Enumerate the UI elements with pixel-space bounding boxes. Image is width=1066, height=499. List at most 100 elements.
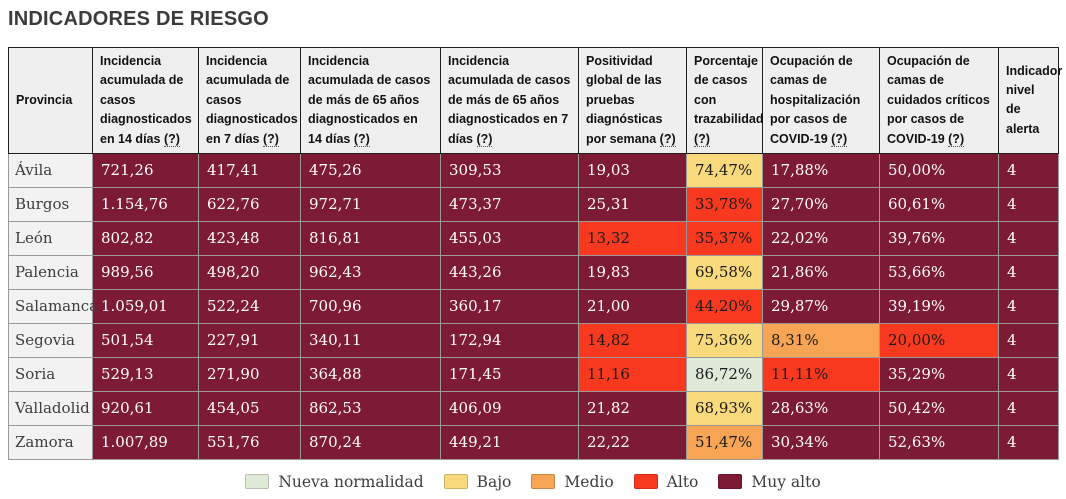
value-cell: 60,61%	[879, 186, 999, 222]
value-cell: 454,05	[198, 390, 301, 426]
legend-item: Muy alto	[718, 472, 821, 491]
help-link[interactable]: (?)	[659, 131, 676, 147]
value-cell: 74,47%	[686, 152, 763, 188]
value-cell: 1.007,89	[92, 424, 199, 460]
table-body: Ávila 721,26 417,41 475,26 309,53 19,03 74,47%…	[8, 152, 1059, 460]
value-cell: 69,58%	[686, 254, 763, 290]
value-cell: 920,61	[92, 390, 199, 426]
value-cell: 406,09	[440, 390, 579, 426]
column-header-1: Incidencia acumulada de casos diagnostic…	[198, 47, 301, 154]
value-cell: 522,24	[198, 288, 301, 324]
help-link[interactable]: (?)	[476, 131, 493, 147]
help-link[interactable]: (?)	[694, 131, 710, 147]
value-cell: 4	[998, 424, 1059, 460]
value-cell: 443,26	[440, 254, 579, 290]
value-cell: 39,19%	[879, 288, 999, 324]
help-link[interactable]: (?)	[948, 131, 965, 147]
value-cell: 53,66%	[879, 254, 999, 290]
value-cell: 171,45	[440, 356, 579, 392]
value-cell: 14,82	[578, 322, 687, 358]
value-cell: 86,72%	[686, 356, 763, 392]
value-cell: 27,70%	[762, 186, 880, 222]
column-header-label: Ocupación de camas de cuidados críticos …	[887, 54, 990, 146]
table-row: Soria 529,13 271,90 364,88 171,45 11,16 86,72%…	[8, 356, 1059, 392]
value-cell: 455,03	[440, 220, 579, 256]
table-row: Zamora 1.007,89 551,76 870,24 449,21 22,22 51,…	[8, 424, 1059, 460]
value-cell: 529,13	[92, 356, 199, 392]
column-header-label: Indicador nivel de alerta	[1006, 63, 1063, 136]
column-header-7: Ocupación de camas de cuidados críticos …	[879, 47, 999, 154]
value-cell: 870,24	[300, 424, 441, 460]
value-cell: 20,00%	[879, 322, 999, 358]
row-header-province: Burgos	[8, 186, 93, 222]
value-cell: 21,86%	[762, 254, 880, 290]
column-header-2: Incidencia acumulada de casos de más de …	[300, 47, 441, 154]
value-cell: 475,26	[300, 152, 441, 188]
value-cell: 35,37%	[686, 220, 763, 256]
value-cell: 4	[998, 322, 1059, 358]
value-cell: 28,63%	[762, 390, 880, 426]
table-row: Valladolid 920,61 454,05 862,53 406,09 21,82 6…	[8, 390, 1059, 426]
value-cell: 22,22	[578, 424, 687, 460]
value-cell: 21,82	[578, 390, 687, 426]
legend-swatch-alto	[633, 474, 658, 490]
legend-swatch-nueva_normalidad	[245, 474, 270, 490]
value-cell: 551,76	[198, 424, 301, 460]
column-header-3: Incidencia acumulada de casos de más de …	[440, 47, 579, 154]
value-cell: 4	[998, 186, 1059, 222]
value-cell: 22,02%	[762, 220, 880, 256]
header-row: Provincia Incidencia acumulada de casos d…	[8, 47, 1063, 154]
value-cell: 1.154,76	[92, 186, 199, 222]
value-cell: 360,17	[440, 288, 579, 324]
value-cell: 25,31	[578, 186, 687, 222]
value-cell: 29,87%	[762, 288, 880, 324]
value-cell: 227,91	[198, 322, 301, 358]
value-cell: 622,76	[198, 186, 301, 222]
table-header: Provincia Incidencia acumulada de casos d…	[8, 47, 1063, 154]
column-header-4: Positividad global de las pruebas diagnó…	[578, 47, 687, 154]
value-cell: 11,11%	[762, 356, 880, 392]
value-cell: 21,00	[578, 288, 687, 324]
value-cell: 4	[998, 152, 1059, 188]
help-link[interactable]: (?)	[163, 131, 180, 147]
column-header-0: Incidencia acumulada de casos diagnostic…	[92, 47, 199, 154]
legend-label: Muy alto	[751, 472, 821, 491]
column-header-8: Indicador nivel de alerta	[998, 47, 1063, 154]
legend-item: Nueva normalidad	[245, 472, 424, 491]
value-cell: 50,00%	[879, 152, 999, 188]
value-cell: 30,34%	[762, 424, 880, 460]
legend-label: Nueva normalidad	[278, 472, 424, 491]
value-cell: 11,16	[578, 356, 687, 392]
legend-label: Medio	[564, 472, 614, 491]
help-link[interactable]: (?)	[831, 131, 848, 147]
row-header-province: Palencia	[8, 254, 93, 290]
row-header-province: Segovia	[8, 322, 93, 358]
value-cell: 8,31%	[762, 322, 880, 358]
risk-level-legend: Nueva normalidad Bajo Medio Alto Muy alto	[8, 473, 1058, 494]
value-cell: 364,88	[300, 356, 441, 392]
value-cell: 972,71	[300, 186, 441, 222]
column-header-label: Positividad global de las pruebas diagnó…	[586, 54, 663, 146]
value-cell: 4	[998, 356, 1059, 392]
legend-item: Bajo	[443, 473, 511, 491]
legend-label: Alto	[666, 472, 699, 491]
legend-swatch-bajo	[443, 474, 468, 490]
table-row: Ávila 721,26 417,41 475,26 309,53 19,03 74,47%…	[8, 152, 1059, 188]
column-header-label: Porcentaje de casos con trazabilidad	[694, 54, 764, 127]
legend-item: Alto	[633, 472, 699, 491]
value-cell: 700,96	[300, 288, 441, 324]
page-title: INDICADORES DE RIESGO	[8, 8, 269, 30]
row-header-province: Soria	[8, 356, 93, 392]
value-cell: 35,29%	[879, 356, 999, 392]
help-link[interactable]: (?)	[262, 131, 279, 147]
row-header-province: Ávila	[8, 152, 93, 188]
value-cell: 501,54	[92, 322, 199, 358]
value-cell: 449,21	[440, 424, 579, 460]
table-row: Salamanca 1.059,01 522,24 700,96 360,17 21,00…	[8, 288, 1059, 324]
value-cell: 1.059,01	[92, 288, 199, 324]
column-header-5: Porcentaje de casos con trazabilidad (?)	[686, 47, 764, 154]
risk-indicators-table: Provincia Incidencia acumulada de casos d…	[8, 47, 1063, 460]
value-cell: 498,20	[198, 254, 301, 290]
value-cell: 721,26	[92, 152, 199, 188]
help-link[interactable]: (?)	[353, 131, 370, 147]
